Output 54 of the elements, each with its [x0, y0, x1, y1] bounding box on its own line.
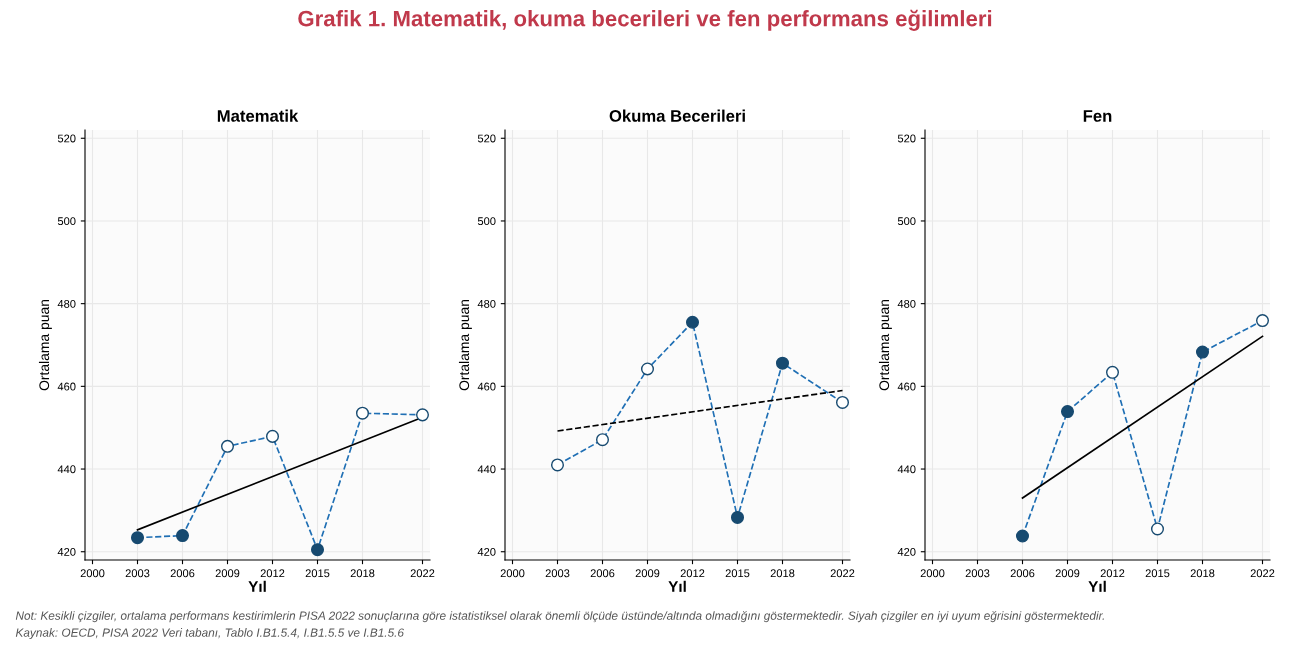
y-tick-label: 420 [57, 548, 76, 556]
x-axis-title: Yıl [668, 580, 686, 592]
y-axis-title: Ortalama puan [878, 299, 892, 391]
chart-title: Fen [1083, 110, 1112, 122]
y-tick-label: 480 [897, 299, 916, 308]
y-tick-label: 520 [477, 134, 496, 143]
x-tick-label: 2009 [635, 569, 660, 578]
x-tick-label: 2003 [125, 569, 150, 578]
x-tick-label: 2000 [500, 569, 525, 578]
x-axis-title: Yıl [1088, 580, 1106, 592]
x-tick-label: 2009 [1055, 569, 1080, 578]
x-tick-label: 2018 [770, 569, 795, 578]
x-tick-label: 2015 [1145, 569, 1170, 578]
x-tick-label: 2012 [680, 569, 705, 578]
x-axis-title: Yıl [248, 580, 266, 592]
x-tick-label: 2015 [305, 569, 330, 578]
x-tick-label: 2003 [965, 569, 990, 578]
x-tick-label: 2006 [1010, 569, 1035, 578]
x-tick-label: 2006 [170, 569, 195, 578]
x-tick-label: 2015 [725, 569, 750, 578]
x-tick-label: 2018 [1190, 569, 1215, 578]
y-tick-label: 500 [897, 217, 916, 226]
y-tick-label: 420 [477, 548, 496, 556]
chart-title: Okuma Becerileri [609, 109, 745, 122]
y-tick-label: 440 [897, 465, 916, 474]
y-tick-label: 520 [57, 134, 76, 143]
x-tick-label: 2012 [1100, 569, 1125, 578]
y-tick-label: 480 [477, 299, 496, 308]
y-tick-label: 440 [57, 465, 76, 474]
y-tick-label: 520 [897, 134, 916, 143]
x-tick-label: 2022 [1250, 569, 1275, 578]
x-tick-label: 2000 [80, 569, 105, 578]
y-tick-label: 500 [57, 217, 76, 226]
x-tick-label: 2018 [350, 569, 375, 578]
x-tick-label: 2003 [545, 569, 570, 578]
x-tick-label: 2012 [260, 569, 285, 578]
x-tick-label: 2009 [215, 569, 240, 578]
x-tick-label: 2006 [590, 569, 615, 578]
y-tick-label: 460 [57, 382, 76, 391]
text: Not: Kesikli çizgiler, ortalama performans kestirimlerin PISA 2022 sonuçlarına göre istatistiksel olarak önemli ölçüde üstünde/altında olmadığını göstermektedir. Siyah çizgiler en iyi uyum eğrisini göstermektedir. [15, 611, 1104, 623]
y-tick-label: 480 [57, 299, 76, 308]
y-tick-label: 460 [897, 382, 916, 391]
y-tick-label: 420 [897, 548, 916, 556]
y-axis-title: Ortalama puan [458, 299, 472, 391]
y-tick-label: 500 [477, 217, 496, 226]
x-tick-label: 2022 [410, 569, 435, 578]
chart-title: Matematik [217, 109, 299, 122]
y-axis-title: Ortalama puan [38, 299, 52, 391]
x-tick-label: 2022 [830, 569, 855, 578]
y-tick-label: 440 [477, 465, 496, 474]
text: Kaynak: OECD, PISA 2022 Veri tabanı, Tablo I.B1.5.4, I.B1.5.5 ve I.B1.5.6 [15, 628, 404, 640]
x-tick-label: 2000 [920, 569, 945, 578]
text: Grafik 1. Matematik, okuma becerileri ve fen performans eğilimleri [298, 9, 992, 31]
y-tick-label: 460 [477, 382, 496, 391]
